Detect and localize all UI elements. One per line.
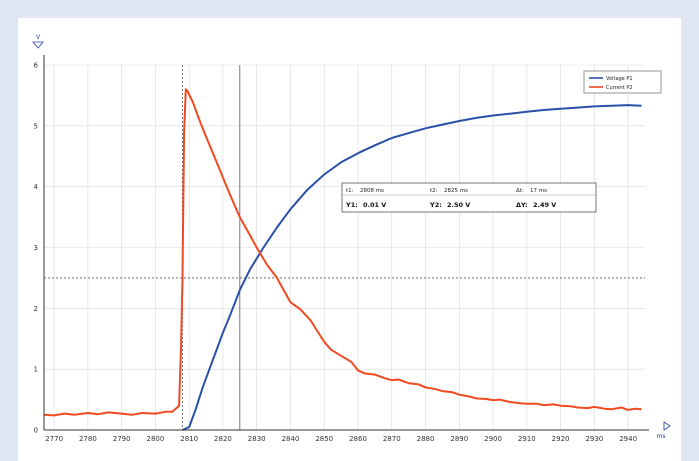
y-unit-arrow-icon — [32, 41, 44, 49]
x-tick-label: 2930 — [585, 435, 603, 443]
readout-t1-value: 2808 ms — [360, 188, 384, 194]
series-layer — [43, 88, 642, 431]
readout-y2-label: Y2: — [429, 201, 442, 209]
y-tick-label: 6 — [34, 62, 39, 70]
x-tick-label: 2890 — [450, 435, 468, 443]
y-tick-label: 3 — [34, 244, 38, 252]
x-tick-label: 2840 — [282, 435, 300, 443]
chart-panel: 2770 2780 2790 2800 2810 2820 2830 2840 2850 2860… — [18, 18, 681, 461]
x-tick-label: 2920 — [552, 435, 570, 443]
legend-label-voltage: Voltage P1 — [606, 76, 633, 82]
readout-t2-value: 2825 ms — [444, 188, 468, 194]
x-tick-label: 2910 — [518, 435, 536, 443]
readout-t2-label: t2: — [430, 188, 438, 194]
x-tick-label: 2940 — [619, 435, 637, 443]
x-tick-label: 2870 — [383, 435, 401, 443]
readout-dt-value: 17 ms — [530, 188, 547, 194]
readout-dt-label: Δt: — [516, 188, 524, 194]
readout-t1-label: t1: — [346, 188, 354, 194]
series-line-current — [43, 88, 642, 417]
y-tick-label: 1 — [34, 366, 38, 374]
x-tick-label: 2810 — [180, 435, 198, 443]
x-tick-label: 2880 — [417, 435, 435, 443]
y-unit-marker: V — [32, 34, 44, 49]
legend-label-current: Current P2 — [606, 85, 633, 91]
x-unit-label: ms — [657, 433, 666, 440]
x-tick-label: 2780 — [79, 435, 97, 443]
axes — [43, 55, 649, 431]
y-tick-label: 2 — [34, 305, 38, 313]
y-tick-label: 0 — [34, 427, 38, 435]
x-tick-label: 2860 — [349, 435, 367, 443]
x-tick-label: 2830 — [248, 435, 266, 443]
readout-y1-value: 0.01 V — [363, 201, 386, 209]
readout-y1-label: Y1: — [345, 201, 358, 209]
x-tick-label: 2850 — [315, 435, 333, 443]
x-tick-label: 2790 — [113, 435, 131, 443]
y-tick-label: 4 — [34, 183, 39, 191]
x-unit-arrow-icon — [663, 421, 671, 431]
cursor-readout: t1: 2808 ms t2: 2825 ms Δt: 17 ms Y1: 0.… — [341, 182, 597, 213]
y-unit-label: V — [36, 34, 41, 41]
x-tick-label: 2770 — [45, 435, 63, 443]
legend-box — [583, 70, 662, 94]
x-tick-label: 2800 — [147, 435, 165, 443]
chart-svg: 2770 2780 2790 2800 2810 2820 2830 2840 2850 2860… — [32, 34, 671, 444]
legend: Voltage P1 Current P2 — [583, 70, 662, 94]
grid — [44, 64, 645, 431]
y-tick-label: 5 — [34, 122, 38, 130]
x-unit-marker: ms — [657, 421, 671, 440]
x-tick-label: 2820 — [214, 435, 232, 443]
x-tick-label: 2900 — [484, 435, 502, 443]
tick-labels: 2770 2780 2790 2800 2810 2820 2830 2840 2850 2860… — [34, 62, 638, 444]
readout-dy-value: 2.49 V — [533, 201, 556, 209]
readout-dy-label: ΔY: — [516, 201, 528, 209]
cursor-lines[interactable] — [44, 65, 645, 430]
series-line-voltage — [181, 104, 642, 431]
readout-y2-value: 2.50 V — [447, 201, 470, 209]
readout-box — [341, 182, 597, 213]
